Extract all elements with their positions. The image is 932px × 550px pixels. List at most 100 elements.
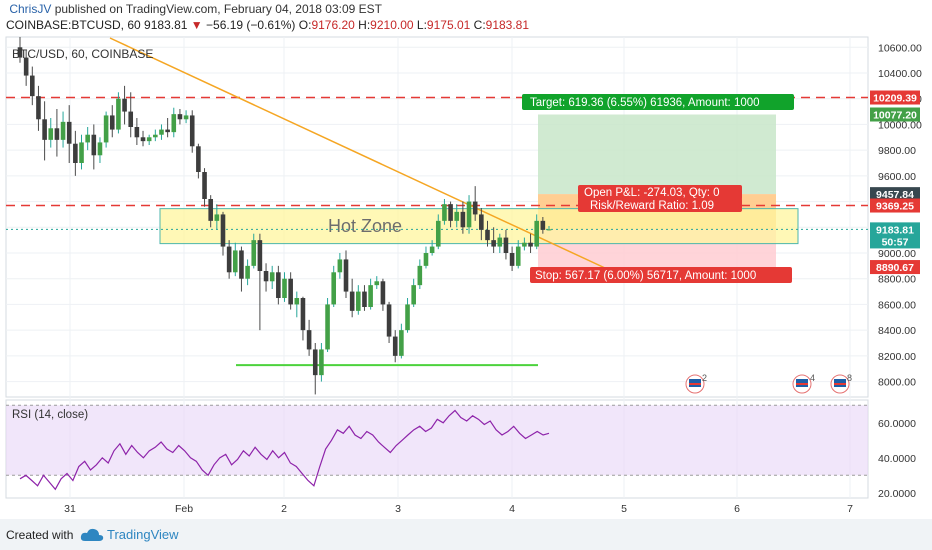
candle-body (269, 272, 275, 282)
x-tick-label: 5 (621, 503, 627, 515)
x-tick-label: 7 (847, 503, 853, 515)
x-tick-label: 4 (509, 503, 515, 515)
candle-body (91, 134, 97, 156)
candle-body (85, 134, 90, 143)
high-label: H: (358, 18, 371, 32)
candle-body (97, 142, 103, 156)
economic-event-us-flag-icon[interactable] (830, 374, 850, 394)
price-tag (870, 90, 920, 105)
rsi-axis[interactable]: 60.0000 40.0000 20.0000 (878, 418, 916, 500)
price-tag (870, 234, 920, 249)
footer: Created with TradingView (0, 519, 932, 550)
candle-body (159, 129, 164, 135)
candle-body (153, 134, 158, 138)
candle-body (226, 246, 232, 273)
change-value: −56.19 (−0.61%) (206, 18, 296, 32)
candle-body (466, 201, 472, 228)
risk-reward-label: Risk/Reward Ratio: 1.09 (590, 200, 714, 212)
chart-title: BTC/USD, 60, COINBASE (12, 47, 153, 61)
candle-body (325, 304, 330, 350)
y-tick-label: 10600.00 (878, 42, 922, 54)
target-label-bg (522, 94, 794, 110)
candle-body (306, 330, 312, 350)
candle-body (460, 211, 466, 228)
y-tick-label: 9000.00 (878, 248, 916, 260)
low-value: 9175.01 (426, 18, 471, 32)
header: ChrisJV published on TradingView.com, Fe… (0, 0, 932, 36)
trendline[interactable] (109, 37, 606, 269)
candle-body (300, 298, 306, 331)
candle-body (294, 298, 300, 305)
candle-body (491, 240, 496, 247)
x-tick-label: Feb (175, 503, 193, 515)
candle-body (245, 265, 250, 279)
economic-event-us-flag-icon[interactable] (792, 374, 812, 394)
publish-line: ChrisJV published on TradingView.com, Fe… (6, 2, 382, 16)
open-label: O: (298, 18, 312, 32)
candle-body (374, 281, 380, 286)
candle-body (146, 137, 152, 142)
tradingview-brand[interactable]: TradingView (107, 527, 179, 542)
price-tag-label: 10077.20 (873, 110, 917, 122)
y-tick-label: 8400.00 (878, 325, 916, 337)
economic-event-us-flag-icon[interactable] (685, 374, 705, 394)
candle-body (42, 119, 47, 140)
candle-body (220, 214, 226, 247)
candle-body (79, 142, 84, 163)
candle-body (319, 349, 324, 376)
candle-body (208, 199, 213, 221)
rsi-title: RSI (14, close) (12, 409, 88, 421)
price-chart[interactable]: Hot Zone Target: 619.36 (6.55%) 61936, A… (0, 36, 932, 519)
candle-body (429, 246, 435, 253)
price-tag-label: 9183.81 (876, 224, 914, 236)
candle-body (546, 229, 552, 231)
candle-body (257, 240, 263, 271)
close-label: C: (473, 18, 486, 32)
candle-body (263, 271, 269, 282)
candle-body (386, 304, 392, 337)
candle-body (380, 281, 386, 305)
candle-body (399, 330, 404, 356)
candle-body (343, 259, 349, 292)
candle-body (417, 265, 423, 286)
candle-body (288, 278, 293, 305)
candle-body (196, 146, 201, 172)
candle-body (485, 229, 490, 241)
open-pl-label: Open P&L: -274.03, Qty: 0 (584, 187, 720, 199)
y-tick-label: 8600.00 (878, 299, 916, 311)
time-axis[interactable]: 31 Feb 2 3 4 5 6 7 (64, 503, 853, 515)
candle-body (48, 128, 54, 140)
target-label: Target: 619.36 (6.55%) 61936, Amount: 10… (530, 97, 760, 109)
price-tag (870, 198, 920, 213)
candle-body (202, 172, 207, 199)
risk-reward-label-bg (578, 198, 742, 212)
candle-body (116, 98, 121, 130)
price-tag (870, 222, 920, 237)
price-tag-label: 9457.84 (876, 189, 914, 201)
x-tick-label: 2 (281, 503, 287, 515)
rsi-tick-label: 20.0000 (878, 488, 916, 500)
candle-body (534, 220, 539, 247)
candle-body (503, 237, 509, 253)
candle-body (214, 214, 220, 221)
hot-zone-box[interactable] (159, 208, 799, 245)
event-count: 4 (810, 373, 815, 383)
event-count: 2 (702, 373, 707, 383)
candle-body (60, 121, 66, 140)
candle-body (472, 201, 478, 215)
author-link[interactable]: ChrisJV (9, 2, 52, 16)
profit-zone[interactable] (538, 114, 776, 195)
candle-body (128, 111, 134, 127)
price-tag (870, 187, 920, 202)
symbol-label: COINBASE:BTCUSD, 60 (6, 18, 141, 32)
candle-body (454, 211, 460, 221)
candle-body (337, 259, 343, 273)
price-tag-label: 10209.39 (873, 93, 917, 105)
candle-body (282, 278, 287, 298)
candle-body (103, 115, 109, 143)
candle-body (479, 214, 484, 230)
candle-body (435, 220, 441, 247)
candle-body (423, 253, 429, 266)
candle-body (54, 128, 60, 140)
